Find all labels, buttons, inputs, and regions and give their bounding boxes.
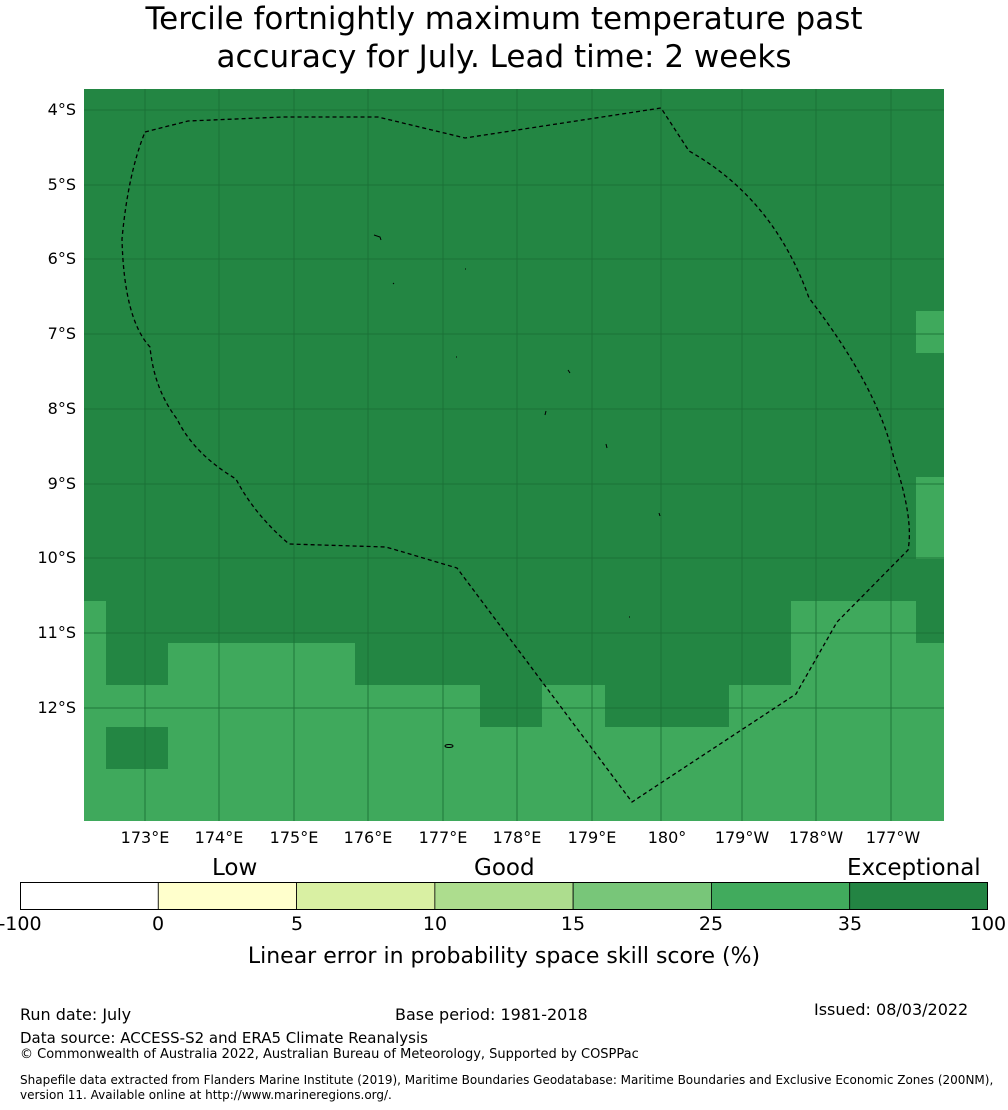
lon-label: 176°E [343, 828, 393, 847]
lat-label: 4°S [47, 100, 76, 119]
shapefile-credit-line-1: Shapefile data extracted from Flanders M… [20, 1073, 994, 1087]
lon-label: 180° [647, 828, 687, 847]
copyright: © Commonwealth of Australia 2022, Austra… [20, 1047, 639, 1062]
island-outlines [373, 234, 661, 748]
colorbar-tick: 100 [969, 913, 1007, 935]
skill-35-100-patches [106, 601, 944, 769]
lat-label: 10°S [37, 548, 76, 567]
lon-label: 177°W [865, 828, 921, 847]
colorbar-tick: -100 [0, 913, 42, 935]
title-line-2: accuracy for July. Lead time: 2 weeks [216, 39, 792, 75]
lon-label: 178°E [492, 828, 542, 847]
colorbar-segment [434, 882, 574, 910]
lon-label: 177°E [418, 828, 468, 847]
colorbar-segment [711, 882, 851, 910]
eez-boundary[interactable] [121, 107, 911, 803]
colorbar-tick: 10 [422, 913, 448, 935]
lat-label: 6°S [47, 249, 76, 268]
lon-label: 174°E [194, 828, 244, 847]
colorbar-tick: 25 [698, 913, 724, 935]
graticule [84, 89, 944, 821]
skill-map[interactable] [84, 89, 944, 821]
colorbar-tick: 15 [560, 913, 586, 935]
colorbar-segment [20, 882, 159, 910]
colorbar-segment [296, 882, 436, 910]
data-source: Data source: ACCESS-S2 and ERA5 Climate … [20, 1029, 428, 1047]
lat-label: 5°S [47, 175, 76, 194]
colorbar-segment [849, 882, 988, 910]
lat-label: 11°S [37, 623, 76, 642]
colorbar-segment [572, 882, 712, 910]
colorbar [20, 882, 988, 910]
category-exceptional: Exceptional [847, 855, 981, 881]
category-good: Good [474, 855, 535, 881]
shapefile-credit: Shapefile data extracted from Flanders M… [20, 1073, 1005, 1103]
lon-label: 175°E [269, 828, 319, 847]
lat-label: 8°S [47, 399, 76, 418]
skill-map-canvas [84, 89, 944, 821]
colorbar-tick: 35 [837, 913, 863, 935]
lon-label: 178°W [788, 828, 844, 847]
run-date: Run date: July [20, 1005, 132, 1024]
lon-label: 179°E [567, 828, 617, 847]
colorbar-segment [157, 882, 297, 910]
lat-label: 12°S [37, 698, 76, 717]
lon-label: 179°W [714, 828, 770, 847]
lat-label: 9°S [47, 474, 76, 493]
lat-label: 7°S [47, 324, 76, 343]
lon-label: 173°E [120, 828, 170, 847]
map-title: Tercile fortnightly maximum temperature … [0, 0, 1008, 76]
colorbar-tick: 5 [290, 913, 304, 935]
shapefile-credit-line-2: version 11. Available online at http://w… [20, 1088, 392, 1102]
title-line-1: Tercile fortnightly maximum temperature … [145, 1, 863, 37]
base-period: Base period: 1981-2018 [395, 1005, 588, 1024]
skill-25-35-region [84, 311, 944, 821]
colorbar-label: Linear error in probability space skill … [247, 944, 761, 969]
category-low: Low [212, 855, 258, 881]
issued-date: Issued: 08/03/2022 [814, 1000, 969, 1019]
colorbar-tick: 0 [151, 913, 165, 935]
